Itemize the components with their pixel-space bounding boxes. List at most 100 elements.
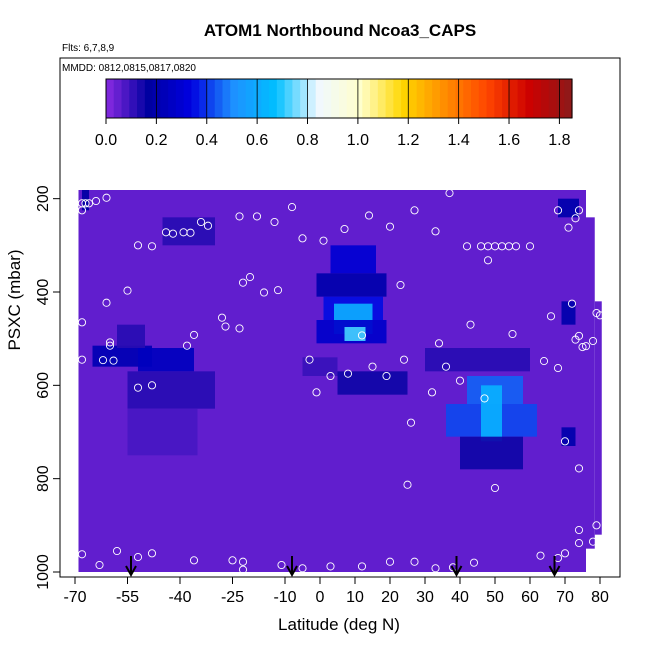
colorbar-swatch	[245, 79, 255, 118]
colorbar-tick-label: 1.2	[397, 132, 419, 149]
sample-point	[235, 324, 244, 333]
sample-point	[245, 273, 255, 282]
sample-point	[105, 338, 115, 347]
sample-point	[203, 221, 213, 230]
x-axis-label: Latitude (deg N)	[278, 615, 400, 634]
colorbar-swatch	[463, 79, 472, 118]
sample-point	[228, 556, 237, 565]
colorbar-swatch	[502, 79, 511, 118]
sample-point	[189, 556, 199, 565]
colorbar-swatch	[292, 79, 301, 118]
heatmap-cell	[316, 273, 387, 297]
colorbar-swatch	[408, 79, 418, 118]
heatmap-cell	[138, 348, 194, 372]
colorbar-swatch	[478, 79, 488, 118]
colorbar-swatch	[323, 79, 332, 118]
sample-point	[368, 362, 377, 371]
sample-point	[462, 242, 472, 251]
sample-point	[147, 549, 157, 558]
sample-point	[298, 564, 307, 573]
sample-point	[578, 343, 587, 352]
sample-point	[553, 364, 563, 373]
sample-point	[305, 355, 314, 364]
sample-point	[525, 242, 535, 251]
sample-point	[441, 362, 451, 371]
sample-point	[259, 288, 269, 297]
sample-point	[574, 331, 584, 340]
colorbar-swatch	[354, 79, 363, 118]
sample-point	[186, 228, 195, 237]
sample-point	[483, 256, 493, 265]
x-tick-label: 0	[316, 589, 325, 606]
heatmap-cell	[460, 436, 523, 470]
colorbar-swatch	[238, 79, 247, 118]
x-tick-label: -55	[116, 589, 139, 606]
x-tick-label: 40	[451, 589, 469, 606]
sample-point	[431, 564, 440, 573]
sample-point	[406, 418, 416, 427]
flights-note: Flts: 6,7,8,9	[62, 43, 115, 54]
heatmap-background	[586, 217, 595, 549]
sample-point	[396, 280, 405, 290]
sample-point	[410, 557, 419, 566]
colorbar-tick-label: 1.0	[347, 132, 369, 149]
x-tick-label: 20	[381, 589, 399, 606]
sample-point	[539, 357, 549, 366]
heatmap-cell	[92, 345, 152, 367]
x-tick-label: -10	[273, 589, 296, 606]
colorbar-swatch	[214, 79, 224, 118]
heatmap-cell	[344, 327, 366, 341]
sample-point	[595, 311, 605, 320]
colorbar-swatch	[370, 79, 379, 118]
heatmap-cell	[302, 357, 338, 376]
y-axis-label: PSXC (mbar)	[5, 249, 24, 350]
sample-point	[560, 549, 570, 558]
colorbar-swatch	[222, 79, 231, 118]
sample-point	[382, 371, 391, 381]
colorbar-swatch	[331, 79, 340, 118]
sample-point	[560, 437, 570, 446]
colorbar-swatch	[486, 79, 495, 118]
colorbar-swatch	[284, 79, 293, 118]
heatmap-cell	[337, 371, 408, 395]
colorbar-border	[105, 78, 573, 119]
colorbar-swatch	[152, 79, 161, 118]
colorbar-swatch	[160, 79, 169, 118]
sample-point	[112, 546, 122, 556]
sample-point	[588, 336, 598, 346]
sample-point	[571, 214, 580, 223]
heatmap-cell	[561, 427, 576, 446]
sample-point	[592, 521, 601, 530]
colorbar-swatch	[315, 79, 325, 118]
sample-point	[312, 388, 321, 397]
sample-point	[319, 236, 328, 245]
colorbar-swatch	[494, 79, 503, 118]
sample-point	[217, 313, 227, 322]
colorbar-swatch	[393, 79, 402, 118]
sample-point	[77, 318, 87, 327]
sample-point	[357, 331, 367, 340]
sample-point	[434, 339, 444, 348]
x-tick-label: -40	[168, 589, 191, 606]
sample-point	[455, 376, 465, 385]
sample-point	[182, 341, 192, 350]
sample-point	[147, 381, 157, 390]
sample-point	[221, 322, 230, 331]
sample-point	[511, 242, 521, 251]
colorbar-swatch	[377, 79, 387, 118]
sample-point	[574, 464, 584, 473]
sample-point	[105, 341, 115, 350]
sample-point	[403, 480, 412, 489]
sample-point	[270, 217, 279, 227]
heatmap-cell	[127, 408, 198, 456]
sample-point	[536, 551, 545, 560]
sample-point	[168, 229, 178, 238]
sample-point	[574, 539, 584, 548]
colorbar-swatch	[339, 79, 348, 118]
sample-point	[235, 212, 244, 221]
sample-point	[508, 329, 517, 339]
sample-point	[326, 371, 335, 381]
sample-point	[466, 320, 475, 329]
sample-point	[109, 356, 118, 365]
